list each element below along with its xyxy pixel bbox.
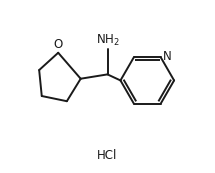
Text: NH$_2$: NH$_2$ <box>96 33 119 48</box>
Text: HCl: HCl <box>97 149 118 162</box>
Text: N: N <box>163 50 172 63</box>
Text: O: O <box>54 38 63 51</box>
